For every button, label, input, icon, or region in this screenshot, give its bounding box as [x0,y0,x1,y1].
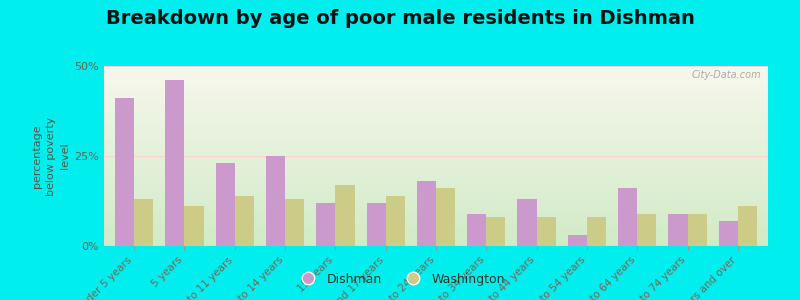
Bar [166,80,185,246]
Bar [417,181,436,246]
Bar [467,214,486,246]
Bar [234,196,254,246]
Bar [618,188,638,246]
Y-axis label: percentage
below poverty
level: percentage below poverty level [32,116,70,196]
Legend: Dishman, Washington: Dishman, Washington [290,268,510,291]
Bar [285,199,304,246]
Bar [436,188,455,246]
Text: Breakdown by age of poor male residents in Dishman: Breakdown by age of poor male residents … [106,9,694,28]
Bar [568,235,587,246]
Bar [366,203,386,246]
Bar [115,98,134,246]
Bar [316,203,335,246]
Bar [335,185,354,246]
Text: City-Data.com: City-Data.com [692,70,762,80]
Bar [537,217,556,246]
Bar [216,163,234,246]
Bar [669,214,687,246]
Bar [266,156,285,246]
Bar [638,214,656,246]
Bar [386,196,405,246]
Bar [518,199,537,246]
Bar [738,206,757,246]
Bar [718,221,738,246]
Bar [185,206,204,246]
Bar [486,217,506,246]
Bar [587,217,606,246]
Bar [134,199,154,246]
Bar [687,214,706,246]
